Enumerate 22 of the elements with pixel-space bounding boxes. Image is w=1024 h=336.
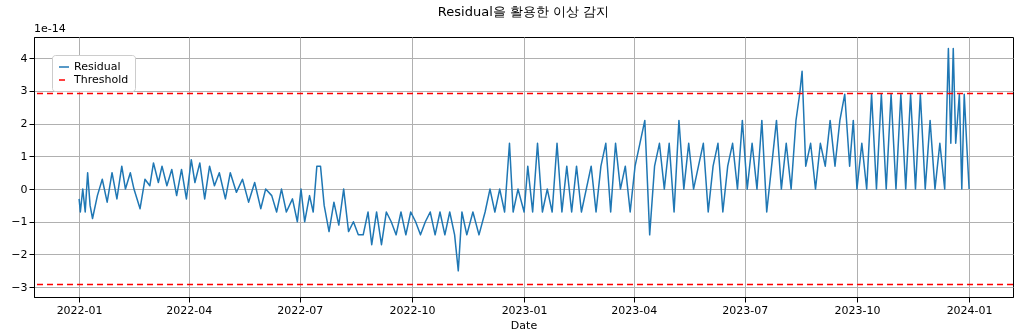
x-axis-title: Date [510, 318, 538, 332]
legend-label: Threshold [73, 73, 129, 86]
y-tick-label: −3 [11, 280, 28, 294]
y-tick-label: 1 [20, 149, 28, 163]
text: 1e-14 [34, 22, 66, 35]
legend-label: Residual [74, 60, 121, 73]
x-tick-label: 2023-07 [722, 303, 769, 317]
y-tick-label: 2 [20, 117, 28, 131]
x-tick-label: 2022-01 [56, 303, 103, 317]
x-tick-label: 2022-04 [166, 303, 213, 317]
y-tick-label: 0 [20, 182, 28, 196]
chart-title: Residual을 활용한 이상 감지 [437, 4, 610, 19]
x-tick-label: 2024-01 [946, 303, 993, 317]
y-tick-label: 3 [20, 84, 28, 98]
x-tick-label: 2022-07 [277, 303, 324, 317]
x-tick-label: 2023-04 [611, 303, 658, 317]
y-tick-label: 4 [20, 51, 28, 65]
x-tick-label: 2023-10 [834, 303, 881, 317]
y-tick-label: −1 [11, 215, 28, 229]
x-tick-label: 2022-10 [389, 303, 436, 317]
y-tick-label: −2 [11, 247, 28, 261]
x-tick-label: 2023-01 [501, 303, 548, 317]
